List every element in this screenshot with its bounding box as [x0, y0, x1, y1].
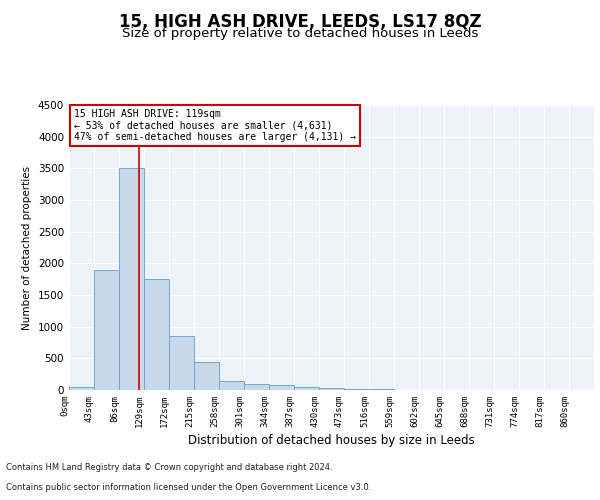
Text: Contains HM Land Registry data © Crown copyright and database right 2024.: Contains HM Land Registry data © Crown c…: [6, 464, 332, 472]
Bar: [294, 386, 319, 390]
X-axis label: Distribution of detached houses by size in Leeds: Distribution of detached houses by size …: [188, 434, 475, 447]
Bar: [94, 270, 119, 390]
Text: Size of property relative to detached houses in Leeds: Size of property relative to detached ho…: [122, 28, 478, 40]
Bar: [119, 168, 144, 390]
Bar: [344, 389, 369, 390]
Text: 15, HIGH ASH DRIVE, LEEDS, LS17 8QZ: 15, HIGH ASH DRIVE, LEEDS, LS17 8QZ: [119, 12, 481, 30]
Bar: [69, 387, 94, 390]
Bar: [219, 380, 244, 390]
Bar: [169, 336, 194, 390]
Bar: [194, 362, 219, 390]
Y-axis label: Number of detached properties: Number of detached properties: [22, 166, 32, 330]
Text: Contains public sector information licensed under the Open Government Licence v3: Contains public sector information licen…: [6, 484, 371, 492]
Bar: [244, 384, 269, 390]
Bar: [144, 279, 169, 390]
Text: 15 HIGH ASH DRIVE: 119sqm
← 53% of detached houses are smaller (4,631)
47% of se: 15 HIGH ASH DRIVE: 119sqm ← 53% of detac…: [74, 110, 356, 142]
Bar: [319, 388, 344, 390]
Bar: [269, 385, 294, 390]
